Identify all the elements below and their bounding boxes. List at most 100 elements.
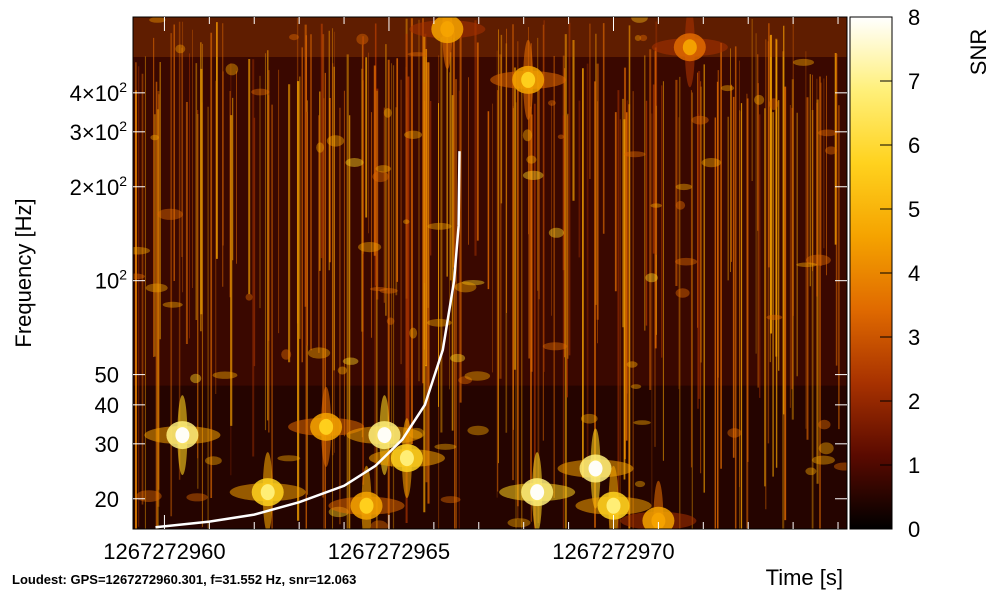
texture-blob xyxy=(375,165,391,173)
hotspot-mark xyxy=(575,465,652,529)
y-tick-label: 3×102 xyxy=(70,118,128,145)
texture-blob xyxy=(162,301,183,308)
hotspot-mark xyxy=(490,39,567,120)
y-tick-label: 30 xyxy=(95,432,119,457)
texture-blob xyxy=(145,283,168,293)
texture-blob xyxy=(805,467,817,476)
texture-blob xyxy=(626,361,638,368)
texture-blob xyxy=(720,85,735,92)
colorbar-tick-label: 7 xyxy=(908,69,920,94)
texture-blob xyxy=(450,353,466,363)
texture-blob xyxy=(157,208,183,220)
texture-blob xyxy=(205,456,222,466)
texture-blob xyxy=(825,146,838,155)
y-tick-label: 2×102 xyxy=(70,173,128,200)
texture-blob xyxy=(701,158,722,168)
texture-blob xyxy=(342,357,359,365)
colorbar-tick-label: 8 xyxy=(908,5,920,30)
hotspot-mark xyxy=(288,386,365,467)
texture-blob xyxy=(526,155,537,164)
heatmap-texture xyxy=(133,17,847,529)
y-axis-label: Frequency [Hz] xyxy=(11,198,36,347)
hotspot-mark xyxy=(651,17,728,88)
texture-blob xyxy=(454,281,477,293)
texture-blob xyxy=(833,462,847,471)
texture-blob xyxy=(581,413,598,424)
x-axis-label: Time [s] xyxy=(766,565,843,590)
texture-blob xyxy=(136,490,162,502)
texture-blob xyxy=(458,376,472,385)
texture-blob xyxy=(427,318,452,327)
texture-blob xyxy=(403,219,410,224)
texture-blob xyxy=(245,293,253,301)
texture-blob xyxy=(675,183,693,191)
texture-blob xyxy=(316,142,324,153)
texture-blob xyxy=(370,520,388,529)
texture-blob xyxy=(407,52,427,57)
texture-blob xyxy=(542,342,568,351)
high-frequency-band xyxy=(133,17,847,57)
texture-blob xyxy=(440,496,461,504)
x-tick-label: 1267272970 xyxy=(552,539,674,564)
texture-blob xyxy=(150,134,159,141)
colorbar-tick-label: 5 xyxy=(908,197,920,222)
colorbar-tick-label: 0 xyxy=(908,517,920,542)
texture-blob xyxy=(805,254,831,266)
heatmap-hotspots xyxy=(144,17,728,529)
x-axis-ticks: 1267272960 1267272965 1267272970 xyxy=(103,17,839,564)
texture-blob xyxy=(675,257,698,266)
texture-blob xyxy=(186,493,208,502)
y-tick-label: 4×102 xyxy=(70,79,128,106)
hotspot-mark xyxy=(499,452,576,529)
texture-blob xyxy=(225,63,239,76)
texture-blob xyxy=(634,480,646,488)
texture-blob xyxy=(356,33,369,45)
texture-blob xyxy=(630,384,642,389)
heatmap-plot-area xyxy=(132,16,848,530)
texture-blob xyxy=(645,273,658,283)
texture-blob xyxy=(467,425,489,436)
texture-blob xyxy=(149,17,166,23)
loudest-event-summary: Loudest: GPS=1267272960.301, f=31.552 Hz… xyxy=(12,572,357,587)
texture-blob xyxy=(409,327,418,339)
colorbar-ticks: 0 1 2 3 4 5 6 7 8 xyxy=(880,5,920,542)
texture-blob xyxy=(133,273,145,280)
texture-blob xyxy=(522,170,544,180)
texture-blob xyxy=(434,443,457,450)
texture-blob xyxy=(379,288,398,294)
colorbar-tick-label: 6 xyxy=(908,133,920,158)
x-tick-label: 1267272965 xyxy=(328,539,450,564)
texture-blob xyxy=(793,58,814,66)
colorbar-tick-label: 4 xyxy=(908,261,920,286)
texture-blob xyxy=(464,371,491,381)
texture-blob xyxy=(624,151,646,158)
texture-blob xyxy=(251,88,270,96)
texture-blob xyxy=(133,246,150,255)
texture-blob xyxy=(386,317,395,325)
y-tick-label: 40 xyxy=(95,393,119,418)
texture-blob xyxy=(548,227,565,238)
texture-blob xyxy=(358,242,382,253)
texture-blob xyxy=(281,349,292,360)
texture-blob xyxy=(811,455,835,465)
texture-blob xyxy=(817,129,838,137)
texture-blob xyxy=(631,17,648,23)
texture-blob xyxy=(557,134,565,140)
texture-blob xyxy=(404,130,423,139)
colorbar-tick-label: 2 xyxy=(908,389,920,414)
texture-blob xyxy=(650,203,662,208)
texture-blob xyxy=(507,518,531,528)
texture-blob xyxy=(326,135,345,147)
y-tick-label: 102 xyxy=(95,267,127,294)
texture-blob xyxy=(383,108,392,118)
texture-blob xyxy=(769,98,779,110)
texture-blob xyxy=(175,44,186,54)
texture-blob xyxy=(461,280,485,286)
colorbar: 0 1 2 3 4 5 6 7 8 SNR xyxy=(849,5,991,542)
y-tick-label: 50 xyxy=(95,363,119,388)
texture-blob xyxy=(766,314,783,321)
texture-blob xyxy=(818,442,834,455)
hotspot-mark xyxy=(229,452,306,529)
hotspot-mark xyxy=(620,480,697,529)
colorbar-tick-label: 1 xyxy=(908,453,920,478)
